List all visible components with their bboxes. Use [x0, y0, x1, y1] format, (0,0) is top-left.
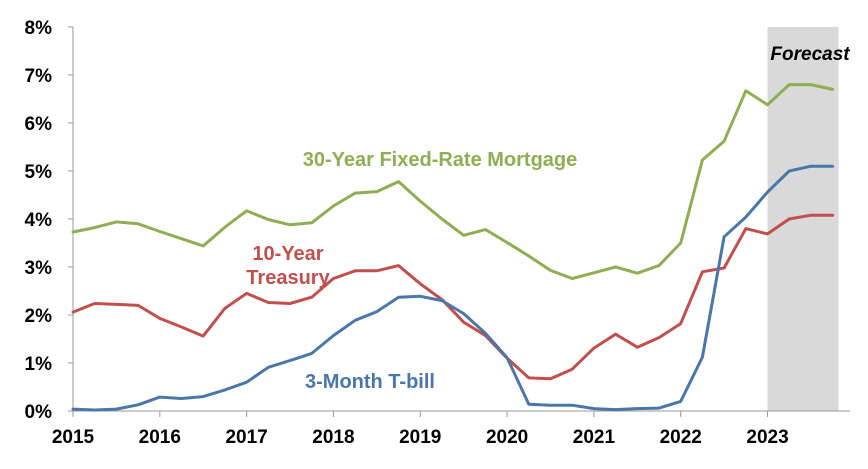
y-tick-label: 1%	[25, 354, 53, 375]
forecast-shaded-band	[767, 27, 839, 411]
series-labels: 30-Year Fixed-Rate Mortgage 10-Year Treasu…	[246, 149, 577, 393]
series-line-1	[71, 213, 835, 381]
x-tick-label: 2016	[139, 427, 181, 448]
x-tick-label: 2019	[399, 427, 441, 448]
x-tick-label: 2023	[746, 427, 788, 448]
series-line-0	[71, 83, 835, 280]
x-axis-ticks: 2015 2016 2017 2018 2019 2020 2021 2022 2023	[52, 411, 789, 448]
series-label-1: 10-Year Treasury	[246, 243, 330, 289]
x-tick-label: 2017	[225, 427, 267, 448]
y-tick-label: 3%	[25, 258, 53, 279]
x-tick-label: 2020	[486, 427, 528, 448]
chart-axes	[72, 27, 850, 412]
series-lines	[71, 83, 835, 412]
forecast-label: Forecast	[770, 44, 850, 65]
x-tick-label: 2018	[312, 427, 354, 448]
y-tick-label: 5%	[25, 162, 53, 183]
x-tick-label: 2021	[573, 427, 616, 448]
y-tick-label: 0%	[25, 402, 53, 423]
series-line-2	[71, 164, 835, 412]
y-axis-ticks: 0% 1% 2% 3% 4% 5% 6% 7% 8%	[25, 18, 73, 423]
series-label-0: 30-Year Fixed-Rate Mortgage	[303, 149, 578, 171]
x-tick-label: 2015	[52, 427, 95, 448]
series-label-2: 3-Month T-bill	[305, 371, 435, 393]
y-tick-label: 7%	[25, 66, 53, 87]
y-tick-label: 6%	[25, 114, 53, 135]
y-tick-label: 4%	[25, 210, 53, 231]
y-tick-label: 8%	[25, 18, 53, 39]
x-tick-label: 2022	[660, 427, 702, 448]
y-tick-label: 2%	[25, 306, 53, 327]
